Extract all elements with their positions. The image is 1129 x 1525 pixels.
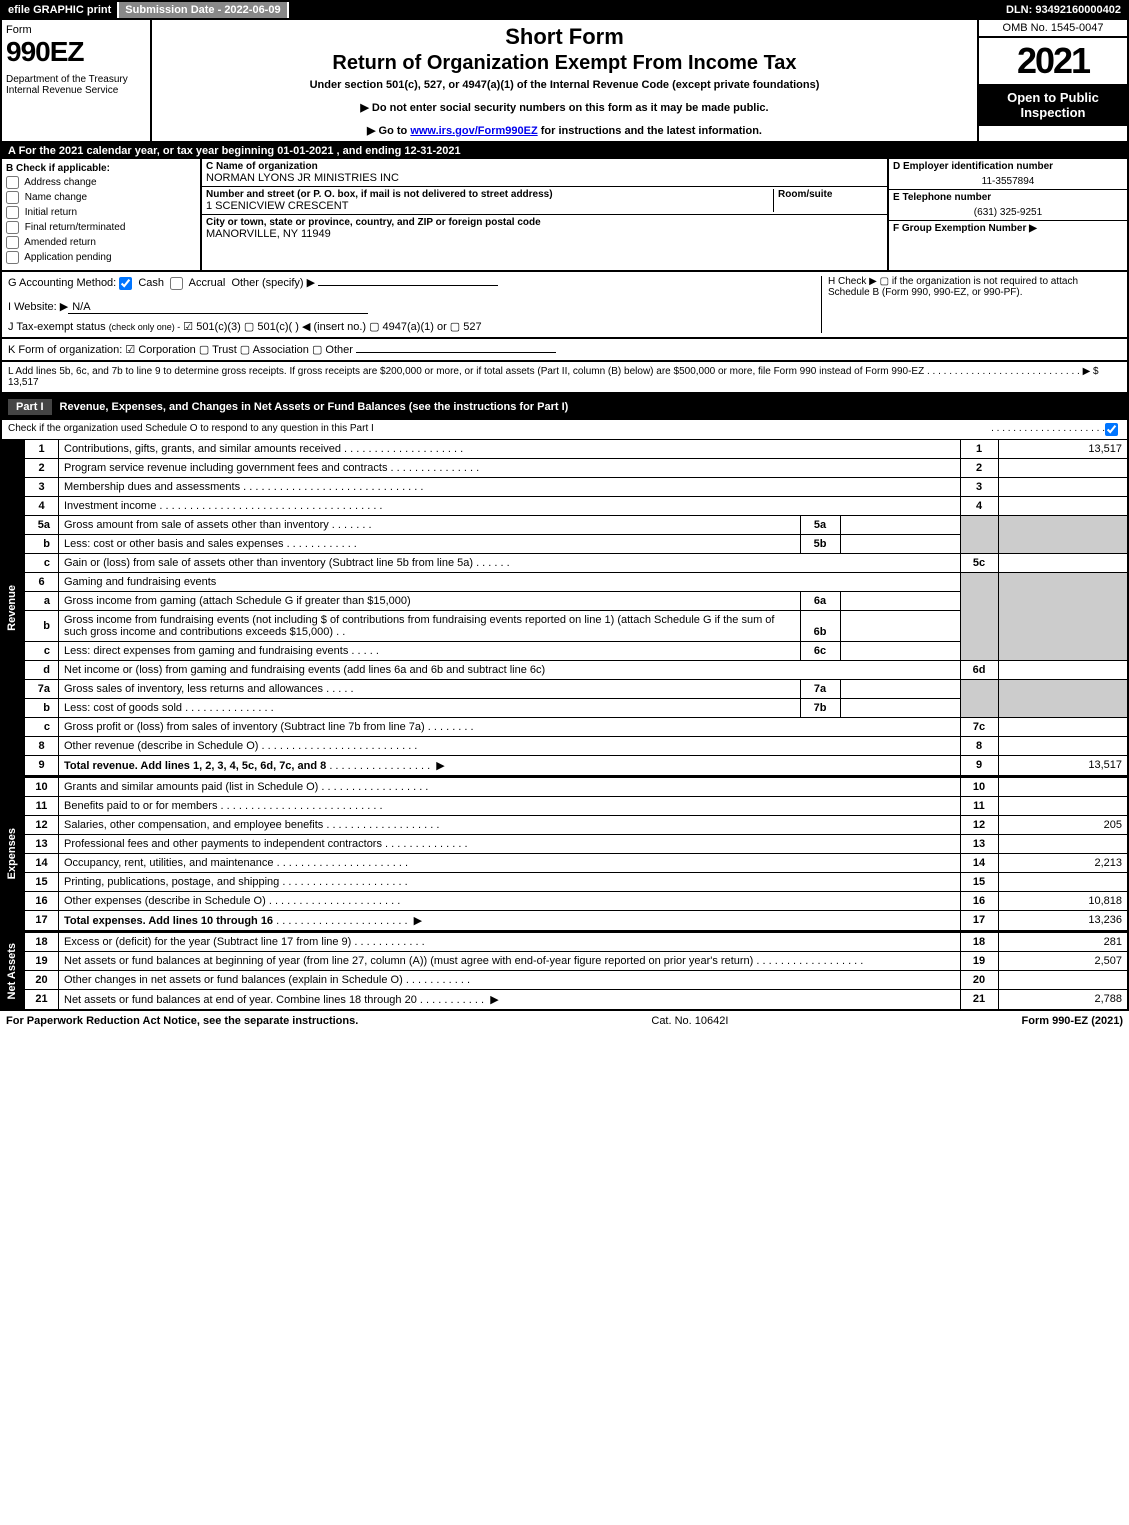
- subtitle: Under section 501(c), 527, or 4947(a)(1)…: [156, 79, 973, 91]
- chk-schedule-o[interactable]: [1105, 423, 1118, 436]
- dept-label: Department of the Treasury Internal Reve…: [6, 74, 146, 96]
- row-1: 1Contributions, gifts, grants, and simil…: [25, 439, 1129, 458]
- chk-initial-return[interactable]: Initial return: [6, 206, 196, 219]
- footer-left: For Paperwork Reduction Act Notice, see …: [6, 1015, 358, 1027]
- row-12: 12Salaries, other compensation, and empl…: [25, 815, 1129, 834]
- row-6d: dNet income or (loss) from gaming and fu…: [25, 660, 1129, 679]
- ssn-note: ▶ Do not enter social security numbers o…: [156, 101, 973, 114]
- line-i: I Website: ▶N/A: [8, 300, 821, 314]
- chk-name-change[interactable]: Name change: [6, 191, 196, 204]
- street-value: 1 SCENICVIEW CRESCENT: [206, 200, 348, 212]
- row-3: 3Membership dues and assessments . . . .…: [25, 477, 1129, 496]
- block-gh: G Accounting Method: Cash Accrual Other …: [0, 272, 1129, 339]
- website-value: N/A: [68, 301, 368, 314]
- part1-title: Revenue, Expenses, and Changes in Net As…: [60, 401, 569, 413]
- chk-accrual[interactable]: [170, 277, 183, 290]
- revenue-block: Revenue 1Contributions, gifts, grants, a…: [0, 439, 1129, 777]
- row-5c: cGain or (loss) from sale of assets othe…: [25, 553, 1129, 572]
- open-inspection: Open to Public Inspection: [979, 84, 1127, 126]
- footer-mid: Cat. No. 10642I: [358, 1015, 1021, 1027]
- page-footer: For Paperwork Reduction Act Notice, see …: [0, 1011, 1129, 1031]
- header-right: OMB No. 1545-0047 2021 Open to Public In…: [977, 20, 1127, 141]
- chk-application-pending[interactable]: Application pending: [6, 251, 196, 264]
- short-form-title: Short Form: [156, 24, 973, 50]
- line-g: G Accounting Method: Cash Accrual Other …: [8, 276, 821, 290]
- row-13: 13Professional fees and other payments t…: [25, 834, 1129, 853]
- block-h: H Check ▶ ▢ if the organization is not r…: [821, 276, 1121, 333]
- net-assets-block: Net Assets 18Excess or (deficit) for the…: [0, 932, 1129, 1011]
- row-4: 4Investment income . . . . . . . . . . .…: [25, 496, 1129, 515]
- side-revenue: Revenue: [2, 439, 24, 777]
- dln-label: DLN: 93492160000402: [1000, 2, 1127, 18]
- row-15: 15Printing, publications, postage, and s…: [25, 872, 1129, 891]
- row-2: 2Program service revenue including gover…: [25, 458, 1129, 477]
- row-20: 20Other changes in net assets or fund ba…: [25, 970, 1129, 989]
- top-bar: efile GRAPHIC print Submission Date - 20…: [0, 0, 1129, 20]
- chk-address-change[interactable]: Address change: [6, 176, 196, 189]
- side-net-assets: Net Assets: [2, 932, 24, 1011]
- row-11: 11Benefits paid to or for members . . . …: [25, 796, 1129, 815]
- goto-note: ▶ Go to www.irs.gov/Form990EZ for instru…: [156, 124, 973, 137]
- block-b-label: B Check if applicable:: [6, 163, 196, 174]
- row-18: 18Excess or (deficit) for the year (Subt…: [25, 932, 1129, 951]
- irs-link[interactable]: www.irs.gov/Form990EZ: [410, 125, 537, 137]
- row-21: 21Net assets or fund balances at end of …: [25, 989, 1129, 1010]
- form-number: 990EZ: [6, 36, 146, 68]
- submission-date: Submission Date - 2022-06-09: [119, 2, 288, 18]
- row-6: 6Gaming and fundraising events: [25, 572, 1129, 591]
- row-7a: 7aGross sales of inventory, less returns…: [25, 679, 1129, 698]
- row-10: 10Grants and similar amounts paid (list …: [25, 777, 1129, 796]
- row-9: 9Total revenue. Add lines 1, 2, 3, 4, 5c…: [25, 755, 1129, 776]
- street-label: Number and street (or P. O. box, if mail…: [206, 189, 553, 200]
- city-label: City or town, state or province, country…: [206, 217, 541, 228]
- org-name: NORMAN LYONS JR MINISTRIES INC: [206, 172, 399, 184]
- city-value: MANORVILLE, NY 11949: [206, 228, 331, 240]
- block-b: B Check if applicable: Address change Na…: [2, 159, 202, 270]
- group-exempt-label: F Group Exemption Number ▶: [893, 223, 1037, 234]
- tel-label: E Telephone number: [893, 192, 991, 203]
- room-label: Room/suite: [778, 189, 832, 200]
- chk-final-return[interactable]: Final return/terminated: [6, 221, 196, 234]
- block-d: D Employer identification number 11-3557…: [887, 159, 1127, 270]
- omb-number: OMB No. 1545-0047: [979, 20, 1127, 38]
- tel-value: (631) 325-9251: [889, 205, 1127, 220]
- row-14: 14Occupancy, rent, utilities, and mainte…: [25, 853, 1129, 872]
- line-a: A For the 2021 calendar year, or tax yea…: [0, 143, 1129, 159]
- part1-num: Part I: [8, 399, 52, 415]
- line-j: J Tax-exempt status (check only one) - ☑…: [8, 320, 821, 333]
- header-center: Short Form Return of Organization Exempt…: [152, 20, 977, 141]
- org-name-label: C Name of organization: [206, 161, 318, 172]
- row-19: 19Net assets or fund balances at beginni…: [25, 951, 1129, 970]
- row-5a: 5aGross amount from sale of assets other…: [25, 515, 1129, 534]
- main-title: Return of Organization Exempt From Incom…: [156, 52, 973, 75]
- line-l: L Add lines 5b, 6c, and 7b to line 9 to …: [0, 362, 1129, 394]
- efile-label: efile GRAPHIC print: [2, 2, 119, 18]
- form-header: Form 990EZ Department of the Treasury In…: [0, 20, 1129, 143]
- block-c: C Name of organization NORMAN LYONS JR M…: [202, 159, 887, 270]
- part1-check-row: Check if the organization used Schedule …: [0, 420, 1129, 439]
- header-left: Form 990EZ Department of the Treasury In…: [2, 20, 152, 141]
- form-word: Form: [6, 24, 146, 36]
- row-8: 8Other revenue (describe in Schedule O) …: [25, 736, 1129, 755]
- tax-year: 2021: [979, 38, 1127, 84]
- line-k: K Form of organization: ☑ Corporation ▢ …: [0, 339, 1129, 362]
- footer-right: Form 990-EZ (2021): [1022, 1015, 1123, 1027]
- side-expenses: Expenses: [2, 777, 24, 932]
- chk-cash[interactable]: [119, 277, 132, 290]
- ein-label: D Employer identification number: [893, 161, 1053, 172]
- row-7c: cGross profit or (loss) from sales of in…: [25, 717, 1129, 736]
- part1-header: Part I Revenue, Expenses, and Changes in…: [0, 394, 1129, 420]
- block-bcd: B Check if applicable: Address change Na…: [0, 159, 1129, 272]
- expenses-block: Expenses 10Grants and similar amounts pa…: [0, 777, 1129, 932]
- chk-amended-return[interactable]: Amended return: [6, 236, 196, 249]
- row-16: 16Other expenses (describe in Schedule O…: [25, 891, 1129, 910]
- row-17: 17Total expenses. Add lines 10 through 1…: [25, 910, 1129, 931]
- ein-value: 11-3557894: [889, 174, 1127, 189]
